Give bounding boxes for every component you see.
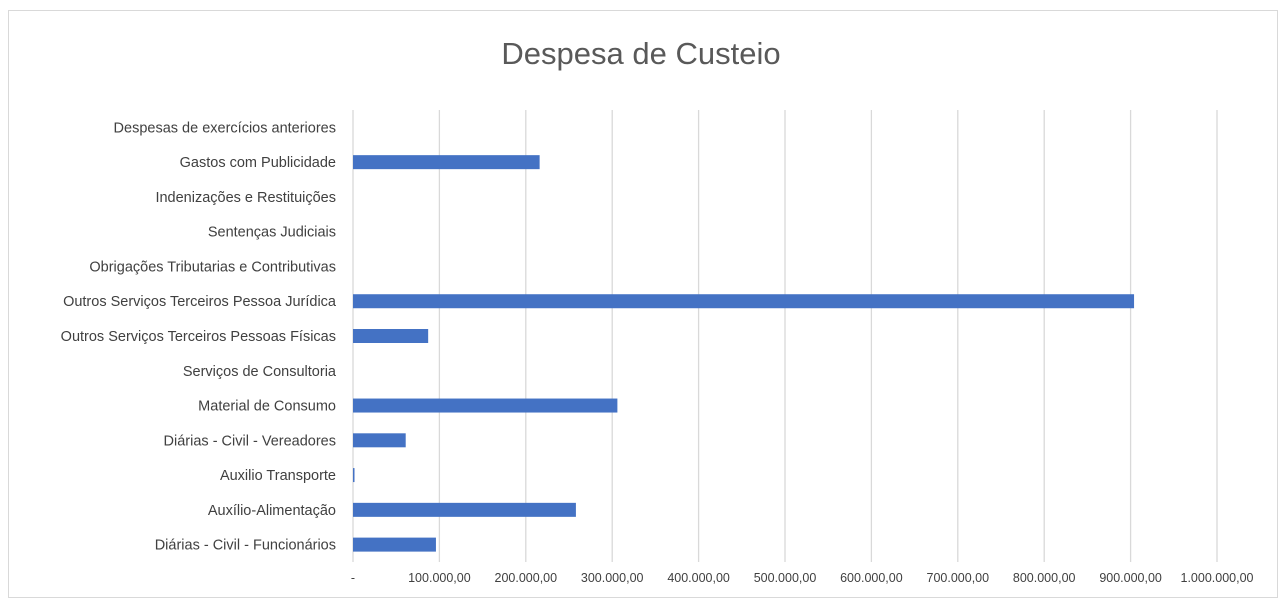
category-label: Gastos com Publicidade xyxy=(180,155,336,171)
x-tick-label: 300.000,00 xyxy=(581,571,644,585)
x-tick-label: 500.000,00 xyxy=(754,571,817,585)
category-label: Sentenças Judiciais xyxy=(208,225,336,241)
category-label: Outros Serviços Terceiros Pessoa Jurídic… xyxy=(63,294,337,310)
category-label: Diárias - Civil - Vereadores xyxy=(164,433,336,449)
x-tick-label: - xyxy=(351,571,355,585)
grid-lines xyxy=(352,110,1218,562)
category-label: Auxílio-Alimentação xyxy=(208,503,336,519)
bar xyxy=(353,468,355,483)
x-tick-label: 600.000,00 xyxy=(840,571,903,585)
category-label: Serviços de Consultoria xyxy=(183,364,337,380)
bar xyxy=(353,398,618,413)
category-label: Obrigações Tributarias e Contributivas xyxy=(89,259,336,275)
category-label: Despesas de exercícios anteriores xyxy=(114,120,336,136)
bar xyxy=(353,329,429,343)
category-label: Material de Consumo xyxy=(198,399,336,415)
chart-title: Despesa de Custeio xyxy=(501,36,781,71)
category-label: Auxilio Transporte xyxy=(220,468,336,484)
bars xyxy=(353,155,1135,552)
x-tick-label: 100.000,00 xyxy=(408,571,471,585)
bar xyxy=(353,294,1135,309)
category-labels: Despesas de exercícios anteriores Gastos … xyxy=(61,120,337,553)
bar xyxy=(353,537,436,552)
x-tick-label: 400.000,00 xyxy=(667,571,730,585)
bar xyxy=(353,155,540,170)
category-label: Indenizações e Restituições xyxy=(155,190,336,206)
x-tick-label: 700.000,00 xyxy=(927,571,990,585)
category-label: Outros Serviços Terceiros Pessoas Física… xyxy=(61,329,336,345)
category-label: Diárias - Civil - Funcionários xyxy=(155,538,336,554)
x-tick-labels: - 100.000,00 200.000,00 300.000,00 400.000,0… xyxy=(351,571,1254,585)
bar xyxy=(353,502,576,517)
x-tick-label: 800.000,00 xyxy=(1013,571,1076,585)
bar xyxy=(353,433,406,448)
x-tick-label: 1.000.000,00 xyxy=(1181,571,1254,585)
x-tick-label: 200.000,00 xyxy=(495,571,558,585)
x-tick-label: 900.000,00 xyxy=(1099,571,1162,585)
